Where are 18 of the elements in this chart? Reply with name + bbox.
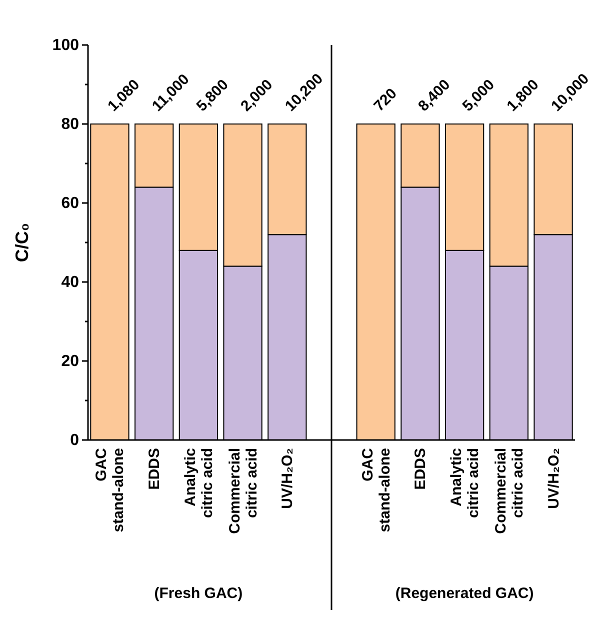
x-tick-label: UV/H₂O₂ [279, 448, 296, 509]
y-tick-label: 80 [61, 116, 80, 134]
y-tick-label: 40 [61, 274, 80, 292]
y-tick-label: 100 [52, 37, 80, 54]
text: (Fresh GAC) [154, 585, 243, 602]
x-tick-label: UV/H₂O₂ [545, 448, 562, 509]
annotation: 720 [370, 85, 400, 115]
y-tick-label: 0 [70, 432, 80, 450]
x-tick-label: GAC stand-alone [93, 448, 128, 532]
x-tick-label: Analytic citric acid [448, 448, 482, 518]
y-tick-label: 60 [61, 195, 80, 212]
x-tick-label: EDDS [412, 448, 430, 490]
y-axis-title: C/C₀ [12, 222, 32, 262]
y-tick-label: 20 [61, 353, 80, 370]
x-tick-label: Analytic citric acid [182, 448, 216, 518]
x-tick-label: GAC stand-alone [359, 448, 394, 532]
text: (Regenerated GAC) [395, 585, 534, 602]
x-tick-label: EDDS [146, 448, 164, 490]
